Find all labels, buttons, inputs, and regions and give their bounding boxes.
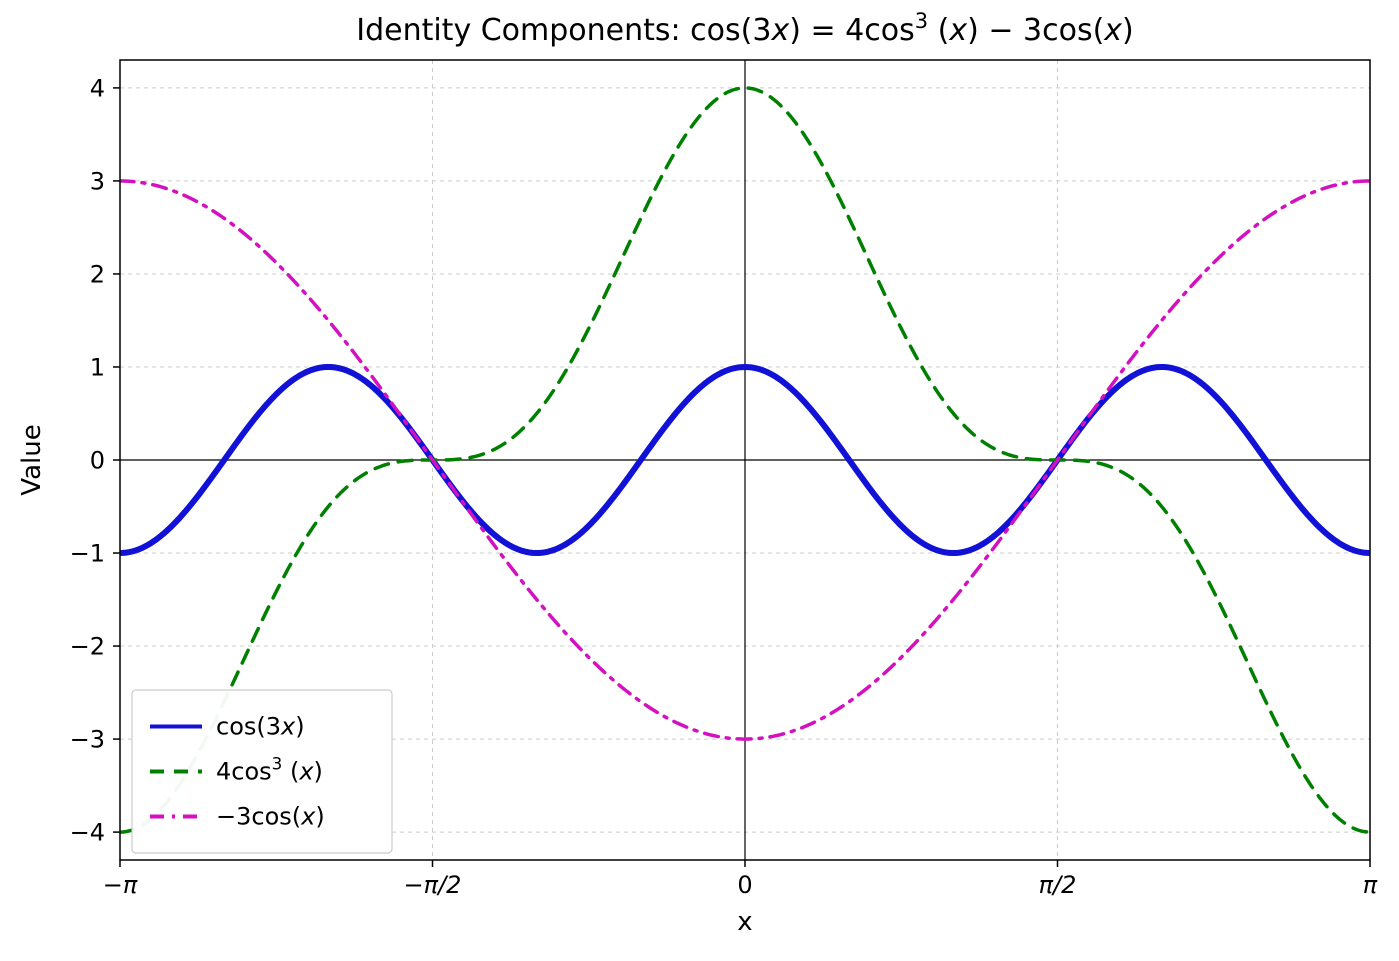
x-tick-label: π (1363, 871, 1378, 899)
chart-svg: −π −π/2 0 π/2 π −4 −3 −2 −1 0 1 2 3 4 x Value Identity C… (0, 0, 1399, 961)
legend: cos(3x) 4cos3 (x) −3cos(x) (132, 690, 392, 853)
y-tick-label: −2 (70, 632, 105, 660)
chart-container: −π −π/2 0 π/2 π −4 −3 −2 −1 0 1 2 3 4 x Value Identity C… (0, 0, 1399, 961)
x-axis-label: x (737, 907, 752, 937)
y-axis-label: Value (17, 424, 47, 495)
y-tick-label: 4 (90, 74, 105, 102)
y-tick-label: −1 (70, 539, 105, 567)
x-tick-label: −π (103, 871, 138, 899)
x-tick-label: −π/2 (404, 871, 462, 899)
chart-title: Identity Components: cos(3x) = 4cos3 (x)… (356, 9, 1134, 48)
y-tick-label: −4 (70, 818, 105, 846)
y-tick-label: 3 (90, 167, 105, 195)
y-tick-label: 0 (90, 446, 105, 474)
legend-label-m3cos: −3cos(x) (216, 803, 325, 831)
y-tick-label: 1 (90, 353, 105, 381)
y-tick-label: 2 (90, 260, 105, 288)
legend-label-4cos3: 4cos3 (x) (216, 754, 323, 786)
y-tick-label: −3 (70, 725, 105, 753)
legend-label-cos3x: cos(3x) (216, 713, 305, 741)
x-tick-label: 0 (737, 871, 752, 899)
x-tick-label: π/2 (1039, 871, 1077, 899)
